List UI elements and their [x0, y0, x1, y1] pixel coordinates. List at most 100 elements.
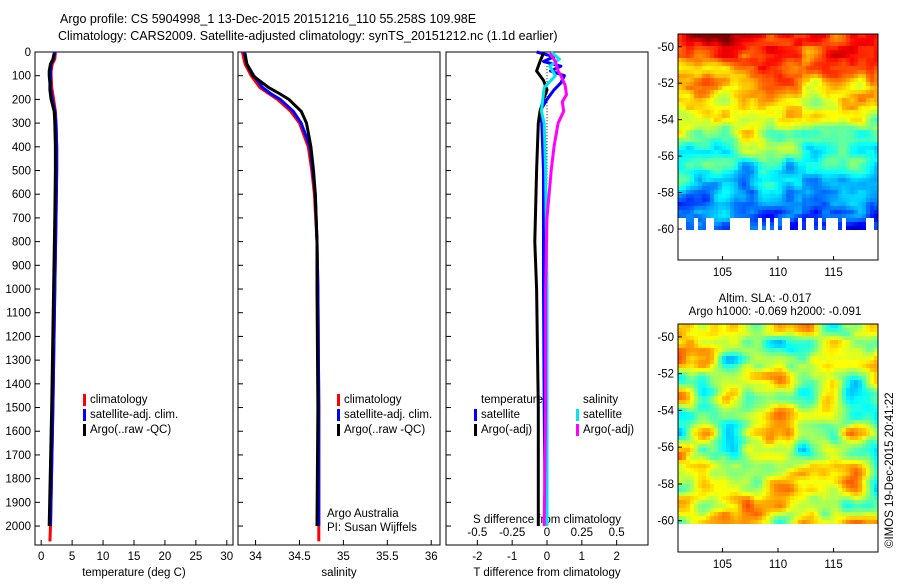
map-x-tick-label: 105	[713, 559, 732, 571]
x-tick-label: 35.5	[376, 551, 398, 563]
map-x-tick-label: 110	[769, 559, 787, 571]
x-tick-label: -2	[472, 551, 482, 563]
map-y-tick-label: -58	[657, 479, 674, 491]
s-tick-label: -0.5	[467, 527, 487, 539]
figure-title-line1: Argo profile: CS 5904998_1 13-Dec-2015 2…	[60, 12, 476, 26]
map-y-tick-label: -52	[657, 78, 674, 90]
legend-entry: climatology	[344, 394, 402, 406]
x-tick-label: 10	[97, 551, 110, 563]
y-tick-label: 200	[12, 94, 31, 106]
y-tick-label: 0	[25, 47, 31, 59]
argo-australia-label: Argo Australia	[327, 508, 399, 520]
legend-entry: Argo(-adj)	[481, 424, 532, 436]
plot-frame	[238, 52, 440, 545]
x-tick-label: 36	[425, 551, 438, 563]
map-x-tick-label: 110	[769, 267, 787, 279]
x-tick-label: 2	[613, 551, 619, 563]
legend-swatch	[576, 424, 579, 436]
map-y-tick-label: -58	[657, 188, 674, 200]
legend-header-salinity: salinity	[583, 394, 618, 406]
legend-entry: climatology	[90, 394, 148, 406]
y-tick-label: 1400	[5, 379, 31, 391]
y-tick-label: 500	[12, 166, 31, 178]
y-tick-label: 1900	[5, 497, 31, 509]
y-tick-label: 1000	[5, 284, 31, 296]
y-tick-label: 1100	[6, 308, 31, 320]
y-tick-label: 1700	[5, 450, 31, 462]
legend-entry: Argo(-adj)	[583, 424, 634, 436]
legend-header-temperature: temperature	[481, 394, 543, 406]
legend-swatch	[474, 409, 477, 421]
legend-entry: satellite-adj. clim.	[344, 409, 432, 421]
y-tick-label: 300	[12, 118, 31, 130]
legend-entry: satellite	[583, 409, 622, 421]
legend-swatch	[83, 424, 86, 436]
map-raster	[678, 34, 878, 230]
map-y-tick-label: -56	[657, 151, 674, 163]
y-tick-label: 400	[12, 142, 31, 154]
legend-entry: Argo(..raw -QC)	[344, 424, 425, 436]
legend-swatch	[337, 394, 340, 406]
map-x-tick-label: 105	[713, 267, 732, 279]
y-tick-label: 1800	[5, 474, 31, 486]
map-y-tick-label: -56	[657, 442, 674, 454]
map-y-tick-label: -52	[657, 369, 674, 381]
x-tick-label: 35	[337, 551, 350, 563]
x-tick-label: 0	[544, 551, 550, 563]
y-tick-label: 800	[12, 237, 31, 249]
sla-map-title-1: Altim. SLA: -0.017	[719, 293, 812, 305]
y-tick-label: 1200	[5, 331, 31, 343]
difference-panel: -2 -1 0 1 2 T difference from climatology -0.5…	[446, 52, 648, 579]
y-tick-label: 600	[12, 189, 31, 201]
x-tick-label: 34	[249, 551, 262, 563]
x-tick-label: 34.5	[288, 551, 310, 563]
x-tick-label: 5	[69, 551, 75, 563]
y-tick-label: 100	[12, 71, 31, 83]
x-tick-label: 1	[579, 551, 585, 563]
sst-map-panel: sat. SST: 2 Argo: 1.95105110115-50-52-54…	[657, 34, 878, 279]
map-x-tick-label: 115	[824, 559, 842, 571]
legend-swatch	[576, 409, 579, 421]
plot-frame	[35, 52, 233, 545]
s-tick-label: 0	[544, 527, 550, 539]
map-y-tick-label: -60	[657, 224, 674, 236]
y-tick-label: 1600	[5, 426, 31, 438]
map-y-tick-label: -50	[657, 332, 674, 344]
legend-swatch	[83, 394, 86, 406]
x-tick-label: -1	[507, 551, 517, 563]
legend-entry: satellite-adj. clim.	[90, 409, 178, 421]
y-tick-label: 1300	[5, 355, 31, 367]
legend-swatch	[337, 409, 340, 421]
x-tick-label: 20	[159, 551, 172, 563]
pi-label: PI: Susan Wijffels	[327, 522, 417, 534]
x-axis-label: T difference from climatology	[473, 567, 620, 579]
y-tick-label: 900	[12, 260, 31, 272]
legend-swatch	[474, 424, 477, 436]
s-tick-label: 0.25	[571, 527, 593, 539]
map-y-tick-label: -54	[657, 115, 674, 127]
map-raster	[678, 324, 878, 524]
legend-swatch	[337, 424, 340, 436]
x-tick-label: 15	[128, 551, 141, 563]
y-tick-label: 700	[12, 213, 31, 225]
s-tick-label: 0.5	[609, 527, 625, 539]
x-tick-label: 30	[220, 551, 233, 563]
imos-stamp: ©IMOS 19-Dec-2015 20:41:22	[884, 392, 896, 548]
sla-map-title-2: Argo h1000: -0.069 h2000: -0.091	[689, 306, 862, 318]
temperature-panel: 0100200300400500600700800900100011001200…	[5, 47, 233, 579]
x-tick-label: 0	[38, 551, 44, 563]
x-tick-label: 25	[189, 551, 202, 563]
x-axis-label: temperature (deg C)	[82, 567, 186, 579]
map-y-tick-label: -50	[657, 42, 674, 54]
s-tick-label: -0.25	[499, 527, 525, 539]
legend-entry: satellite	[481, 409, 520, 421]
y-tick-label: 1500	[5, 403, 31, 415]
y-tick-label: 2000	[5, 521, 31, 533]
legend-entry: Argo(..raw -QC)	[90, 424, 171, 436]
map-y-tick-label: -60	[657, 516, 674, 528]
map-x-tick-label: 115	[824, 267, 842, 279]
legend-swatch	[83, 409, 86, 421]
